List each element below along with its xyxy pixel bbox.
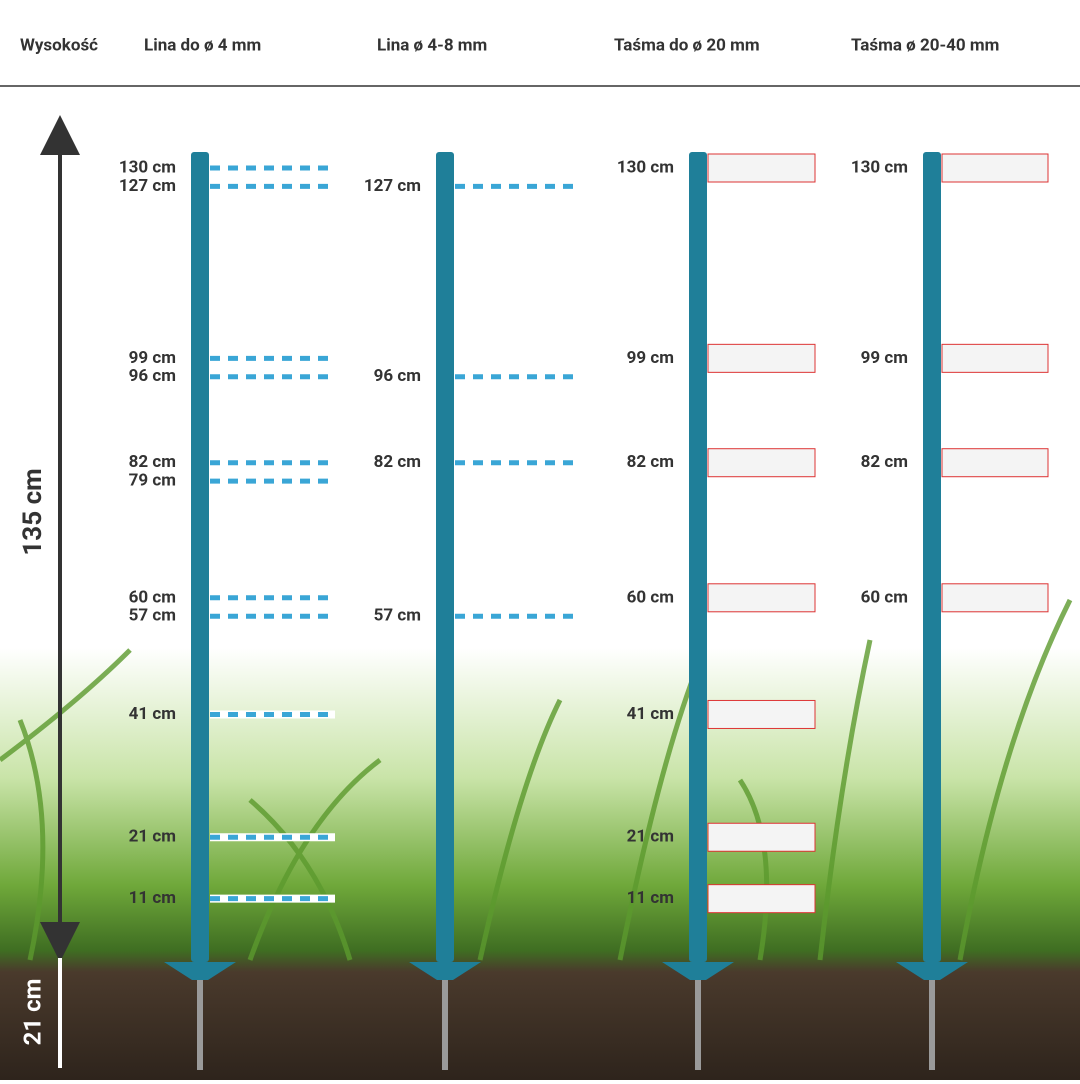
height-label: 60 cm (861, 587, 908, 607)
tape (707, 153, 816, 183)
tape (941, 343, 1049, 373)
height-label: 11 cm (627, 888, 674, 908)
column-header: Taśma ø 20-40 mm (851, 35, 999, 55)
height-label: 60 cm (627, 587, 674, 607)
tape (707, 884, 816, 914)
height-label: 82 cm (861, 452, 908, 472)
depth-label: 21 cm (18, 979, 46, 1046)
height-label: 41 cm (627, 704, 674, 724)
height-label: 41 cm (129, 704, 176, 724)
post-foot (662, 962, 734, 980)
post-spike (442, 980, 448, 1070)
column-header: Taśma do ø 20 mm (614, 35, 760, 55)
post-spike (929, 980, 935, 1070)
column-header: Lina do ø 4 mm (144, 35, 261, 55)
height-label: 127 cm (364, 176, 421, 196)
height-label: 60 cm (129, 587, 176, 607)
height-label: 99 cm (861, 348, 908, 368)
height-label: 135 cm (18, 468, 48, 555)
height-label: 130 cm (617, 157, 674, 177)
tape (941, 448, 1049, 478)
post-foot (409, 962, 481, 980)
header-bar (0, 0, 1080, 86)
tape (707, 699, 816, 729)
post-spike (197, 980, 203, 1070)
height-label: 11 cm (129, 888, 176, 908)
tape (707, 343, 816, 373)
post-foot (164, 962, 236, 980)
height-label: 130 cm (851, 157, 908, 177)
height-label: 21 cm (627, 827, 674, 847)
height-label: 82 cm (627, 452, 674, 472)
height-label: 82 cm (129, 452, 176, 472)
height-label: 130 cm (119, 157, 176, 177)
tape (707, 448, 816, 478)
tape (707, 822, 816, 852)
height-label: 57 cm (374, 606, 421, 626)
column-header: Lina ø 4-8 mm (377, 35, 487, 55)
height-label: 127 cm (119, 176, 176, 196)
height-label: 57 cm (129, 606, 176, 626)
post (689, 152, 707, 962)
tape (707, 583, 816, 613)
post-foot (896, 962, 968, 980)
height-label: 99 cm (627, 348, 674, 368)
post (436, 152, 454, 962)
tape (941, 153, 1049, 183)
post (923, 152, 941, 962)
height-label: 82 cm (374, 452, 421, 472)
height-label: 99 cm (129, 348, 176, 368)
column-header: Wysokość (20, 35, 98, 55)
height-label: 96 cm (129, 366, 176, 386)
tape (941, 583, 1049, 613)
height-label: 79 cm (129, 471, 176, 491)
post-spike (695, 980, 701, 1070)
height-label: 21 cm (129, 827, 176, 847)
post (191, 152, 209, 962)
height-label: 96 cm (374, 366, 421, 386)
